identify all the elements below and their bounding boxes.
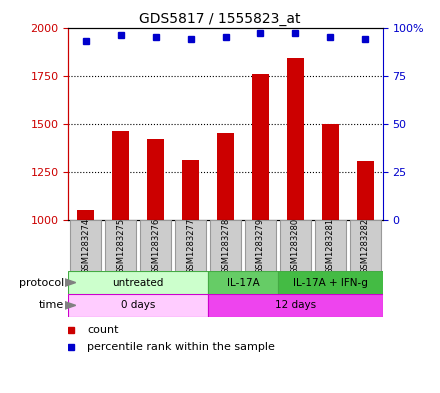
Text: GSM1283274: GSM1283274 (81, 218, 90, 274)
Bar (322, 124, 339, 220)
Bar (356, 162, 374, 220)
Bar (280, 220, 311, 271)
Bar (252, 74, 269, 220)
Polygon shape (65, 279, 76, 286)
Bar (182, 160, 199, 220)
Text: GSM1283282: GSM1283282 (361, 218, 370, 274)
Text: GSM1283276: GSM1283276 (151, 217, 160, 274)
Polygon shape (65, 301, 76, 309)
Text: percentile rank within the sample: percentile rank within the sample (87, 342, 275, 352)
Bar (68, 294, 208, 317)
Bar (315, 220, 346, 271)
Text: GSM1283277: GSM1283277 (186, 217, 195, 274)
Text: GSM1283281: GSM1283281 (326, 218, 335, 274)
Text: GSM1283275: GSM1283275 (116, 218, 125, 274)
Bar (68, 271, 208, 294)
Text: GSM1283280: GSM1283280 (291, 218, 300, 274)
Text: protocol: protocol (18, 277, 64, 288)
Bar (287, 58, 304, 220)
Text: IL-17A + IFN-g: IL-17A + IFN-g (293, 277, 368, 288)
Bar (210, 220, 241, 271)
Text: GDS5817 / 1555823_at: GDS5817 / 1555823_at (139, 12, 301, 26)
Text: 0 days: 0 days (121, 300, 155, 310)
Bar (147, 139, 164, 220)
Bar (70, 220, 101, 271)
Bar (175, 220, 206, 271)
Bar (112, 132, 129, 220)
Text: GSM1283279: GSM1283279 (256, 218, 265, 274)
Text: 12 days: 12 days (275, 300, 316, 310)
Text: IL-17A: IL-17A (227, 277, 259, 288)
Text: time: time (39, 300, 64, 310)
Bar (140, 220, 171, 271)
Text: GSM1283278: GSM1283278 (221, 217, 230, 274)
Bar (105, 220, 136, 271)
Bar (217, 133, 234, 220)
Bar (278, 271, 383, 294)
Bar (245, 220, 276, 271)
Bar (208, 271, 278, 294)
Bar (77, 211, 95, 220)
Bar (350, 220, 381, 271)
Text: count: count (87, 325, 118, 334)
Text: untreated: untreated (113, 277, 164, 288)
Bar (208, 294, 383, 317)
